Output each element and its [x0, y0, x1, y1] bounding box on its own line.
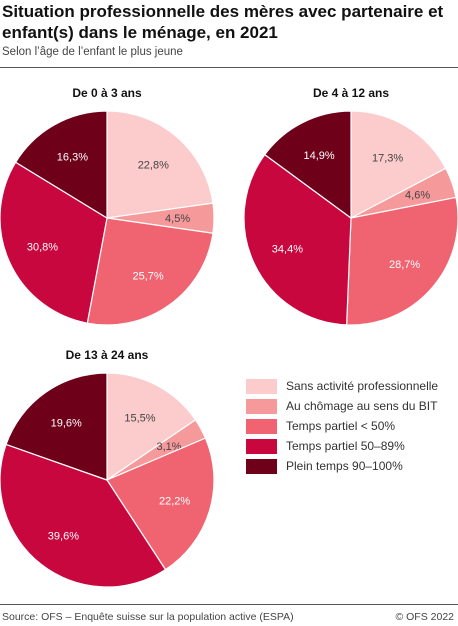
copyright-note: © OFS 2022 — [395, 611, 454, 623]
slice-label: 3,1% — [156, 441, 181, 453]
pie-chart-2: De 4 à 12 ans 17,3% 4,6% 28,7% 34,4% 14,9% — [243, 86, 458, 326]
slice-label: 28,7% — [389, 259, 420, 271]
slice-label: 30,8% — [27, 242, 58, 254]
pie-chart-1: De 0 à 3 ans 22,8% 4,5% 25,7% 30,8% 16,3% — [0, 86, 215, 326]
bottom-divider — [0, 604, 458, 605]
legend-swatch — [246, 458, 277, 474]
legend-item: Temps partiel 50–89% — [246, 436, 438, 456]
slice-label: 19,6% — [51, 417, 82, 429]
legend-item: Sans activité professionnelle — [246, 376, 438, 396]
legend-label: Sans activité professionnelle — [286, 379, 439, 393]
legend-label: Temps partiel < 50% — [286, 419, 396, 433]
pie-title: De 4 à 12 ans — [313, 86, 389, 100]
pie-slice — [14, 110, 108, 220]
chart-title: Situation professionnelle des mères avec… — [2, 2, 444, 42]
legend-label: Plein temps 90–100% — [286, 459, 403, 473]
legend-item: Plein temps 90–100% — [246, 456, 438, 476]
pie-slice — [106, 437, 215, 571]
slice-label: 25,7% — [132, 270, 163, 282]
slice-label: 4,5% — [165, 213, 190, 225]
legend-item: Temps partiel < 50% — [246, 416, 438, 436]
legend: Sans activité professionnelle Au chômage … — [246, 376, 438, 476]
pie-title: De 0 à 3 ans — [72, 86, 142, 100]
pie-slice — [0, 161, 108, 324]
legend-swatch — [246, 438, 277, 454]
slice-label: 14,9% — [303, 150, 334, 162]
legend-label: Temps partiel 50–89% — [286, 439, 405, 453]
pie-title: De 13 à 24 ans — [66, 348, 149, 362]
pie-slice — [106, 110, 214, 219]
pie-slice — [5, 372, 108, 481]
pie-slice — [86, 217, 214, 326]
pie-slice — [243, 153, 352, 326]
pie-slice — [263, 110, 352, 220]
slice-label: 22,8% — [138, 160, 169, 172]
legend-swatch — [246, 378, 277, 394]
pie-slice — [106, 372, 197, 482]
legend-swatch — [246, 398, 277, 414]
slice-label: 39,6% — [48, 531, 79, 543]
legend-item: Au chômage au sens du BIT — [246, 396, 438, 416]
chart-subtitle: Selon l’âge de l’enfant le plus jeune — [2, 46, 183, 58]
slice-label: 34,4% — [272, 244, 303, 256]
top-divider — [0, 67, 458, 68]
slice-label: 16,3% — [57, 151, 88, 163]
legend-swatch — [246, 418, 277, 434]
slice-label: 15,5% — [124, 413, 155, 425]
slice-label: 22,2% — [159, 496, 190, 508]
slice-label: 17,3% — [372, 153, 403, 165]
pie-chart-3: De 13 à 24 ans 15,5% 3,1% 22,2% 39,6% 19,6% — [0, 348, 215, 588]
pie-slice — [350, 110, 447, 219]
source-note: Source: OFS – Enquête suisse sur la popu… — [2, 611, 294, 623]
legend-label: Au chômage au sens du BIT — [286, 399, 438, 413]
pie-slice — [0, 443, 167, 588]
slice-label: 4,6% — [405, 190, 430, 202]
